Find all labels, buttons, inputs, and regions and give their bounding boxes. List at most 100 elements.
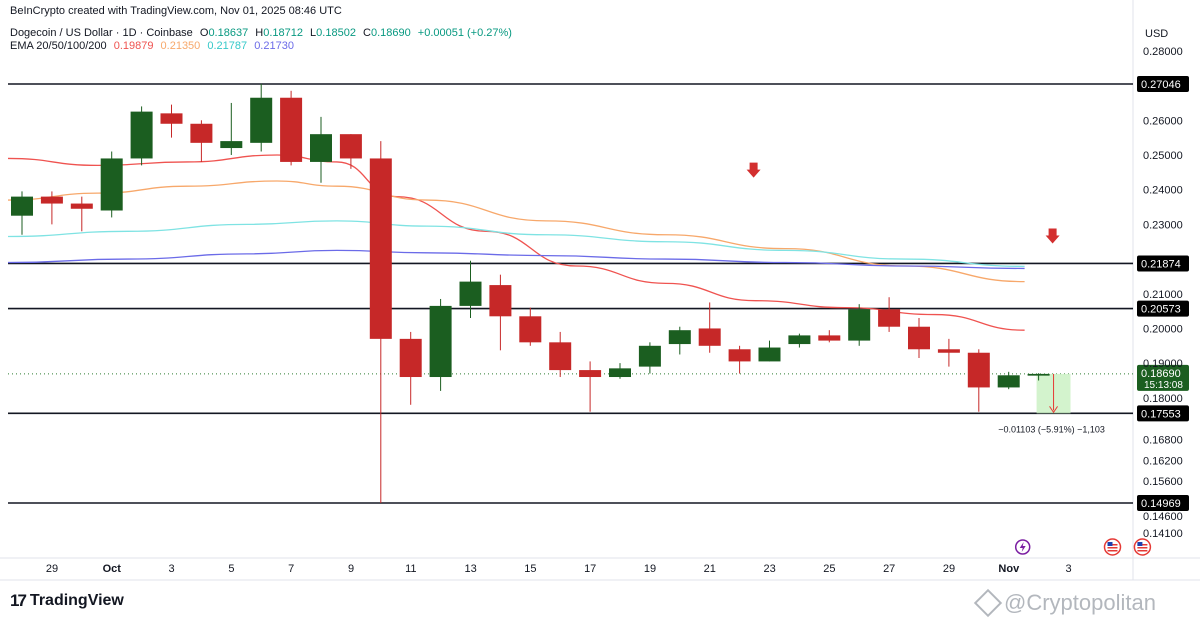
flag-stripe <box>1137 550 1148 552</box>
candle-bullish[interactable] <box>638 342 661 374</box>
candle-bullish[interactable] <box>11 191 33 235</box>
current-price-label: 0.18690 <box>1141 368 1181 380</box>
candle-body <box>310 134 332 162</box>
price-tick-label: 0.14100 <box>1143 528 1183 540</box>
ema200-line[interactable] <box>7 249 1025 270</box>
candle-bullish[interactable] <box>100 151 123 218</box>
candle-bullish[interactable] <box>130 106 153 166</box>
tradingview-logo-text: TradingView <box>29 592 124 609</box>
low-label: L <box>310 27 317 39</box>
down-arrow-icon[interactable] <box>1045 228 1060 244</box>
candle-bearish[interactable] <box>70 196 93 232</box>
level-price-tag <box>1137 255 1189 272</box>
price-tick-label: 0.21000 <box>1143 289 1183 301</box>
candle-bearish[interactable] <box>40 191 63 225</box>
candle-bearish[interactable] <box>489 274 512 351</box>
candle-body <box>848 309 871 341</box>
time-tick-label: 23 <box>763 563 775 575</box>
candle-bullish[interactable] <box>997 371 1020 390</box>
price-tick-label: 0.16200 <box>1143 455 1183 467</box>
ema-legend[interactable]: EMA 20/50/100/200 0.19879 0.21350 0.2178… <box>10 40 298 52</box>
candle-bullish[interactable] <box>250 83 273 152</box>
candle-bearish[interactable] <box>937 338 960 367</box>
flag-stripe <box>1137 547 1148 549</box>
time-tick-label: 9 <box>348 563 354 575</box>
candle-bearish[interactable] <box>399 331 422 405</box>
time-tick-label: 13 <box>464 563 476 575</box>
candle-body <box>489 285 512 317</box>
candle-body <box>937 349 960 353</box>
us-flag-event-icon[interactable] <box>1133 538 1152 556</box>
down-arrow-icon[interactable] <box>746 162 761 178</box>
time-tick-label: Oct <box>103 563 122 575</box>
candle-bullish[interactable] <box>220 102 243 155</box>
ema20-line[interactable] <box>7 154 1025 331</box>
level-price-label: 0.14969 <box>1141 498 1181 510</box>
time-tick-label: 19 <box>644 563 656 575</box>
credit-line: BeInCrypto created with TradingView.com,… <box>10 5 346 17</box>
ema50-line[interactable] <box>7 180 1025 283</box>
candle-bearish[interactable] <box>339 134 362 169</box>
us-flag-event-icon[interactable] <box>1103 538 1122 556</box>
time-tick-label: 29 <box>46 563 58 575</box>
candle-bullish[interactable] <box>758 340 781 362</box>
candle-bearish[interactable] <box>878 297 901 332</box>
price-tick-label: 0.20000 <box>1143 323 1183 335</box>
candle-bearish[interactable] <box>728 345 751 374</box>
time-tick-label: 11 <box>405 563 416 575</box>
candle-bearish[interactable] <box>369 141 392 503</box>
change-value: +0.00051 (+0.27%) <box>417 27 512 39</box>
close-label: C <box>363 27 371 39</box>
high-value: 0.18712 <box>263 27 303 39</box>
level-price-label: 0.27046 <box>1141 79 1181 91</box>
tradingview-logo[interactable]: 17 TradingView <box>10 591 124 611</box>
candle-bullish[interactable] <box>609 363 631 379</box>
price-tick-label: 0.25000 <box>1143 150 1183 162</box>
candle-bearish[interactable] <box>519 307 542 346</box>
candle-body <box>908 326 930 350</box>
candle-body <box>698 328 721 346</box>
candle-bullish[interactable] <box>788 333 811 348</box>
candle-bullish[interactable] <box>429 298 452 391</box>
candle-bullish[interactable] <box>459 260 482 319</box>
price-tick-label: 0.24000 <box>1143 185 1183 197</box>
time-tick-label: 5 <box>228 563 234 575</box>
price-tick-label: 0.18000 <box>1143 393 1183 405</box>
ema100-line[interactable] <box>7 220 1025 268</box>
candle-body <box>11 196 33 216</box>
candle-bullish[interactable] <box>1027 373 1050 381</box>
ema20-value: 0.19879 <box>113 40 154 52</box>
price-tick-label: 0.16800 <box>1143 434 1183 446</box>
tradingview-logo-icon: 17 <box>10 591 27 610</box>
candle-bearish[interactable] <box>967 349 990 412</box>
time-tick-label: 29 <box>943 563 955 575</box>
candle-bearish[interactable] <box>280 90 303 166</box>
ema-legend-label: EMA 20/50/100/200 <box>10 40 107 52</box>
watermark-icon <box>973 588 1003 618</box>
candle-body <box>818 335 841 341</box>
candle-body <box>758 347 781 362</box>
candle-bullish[interactable] <box>310 116 332 183</box>
candle-bearish[interactable] <box>818 330 841 343</box>
symbol-title[interactable]: Dogecoin / US Dollar · 1D · Coinbase <box>10 27 193 39</box>
lightning-bolt <box>1019 542 1026 552</box>
lightning-event-icon[interactable] <box>1014 539 1031 555</box>
candle-bullish[interactable] <box>668 326 691 355</box>
candle-bearish[interactable] <box>190 120 213 162</box>
candle-body <box>1027 373 1050 376</box>
candle-body <box>40 196 63 204</box>
flag-stripe <box>1107 550 1118 552</box>
candle-bullish[interactable] <box>848 304 871 346</box>
candle-bearish[interactable] <box>549 331 572 378</box>
candle-bearish[interactable] <box>698 302 721 353</box>
time-tick-label: 7 <box>288 563 294 575</box>
candle-bearish[interactable] <box>160 104 183 138</box>
price-tick-label: 0.19000 <box>1143 358 1183 370</box>
candle-bearish[interactable] <box>908 318 930 358</box>
time-tick-label: 17 <box>584 563 596 575</box>
candle-body <box>339 134 362 159</box>
candle-bearish[interactable] <box>579 361 602 412</box>
currency-label[interactable]: USD <box>1145 28 1168 40</box>
level-price-label: 0.21874 <box>1141 258 1181 270</box>
